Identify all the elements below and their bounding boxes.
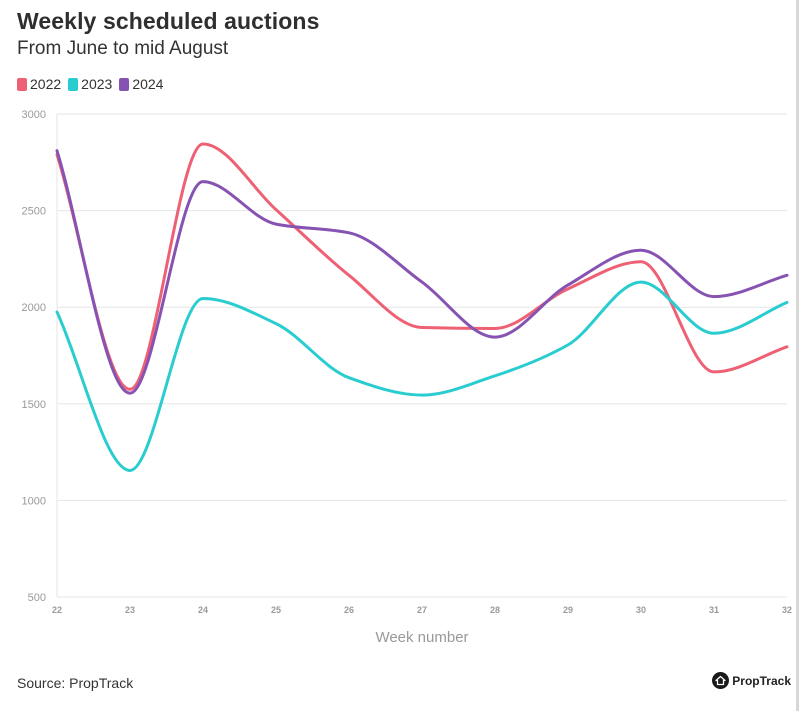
axis-ticks: 500 1000 1500 2000 2500 3000 22 23 24 25 26 27 28 29 3… xyxy=(22,109,792,615)
brand-logo: PropTrack xyxy=(712,672,791,689)
x-tick-label: 31 xyxy=(709,605,719,615)
y-tick-label: 3000 xyxy=(22,109,46,121)
y-tick-label: 2000 xyxy=(22,302,46,314)
x-tick-label: 26 xyxy=(344,605,354,615)
y-tick-label: 1000 xyxy=(22,495,46,507)
legend-item-2022[interactable]: 2022 xyxy=(17,76,61,92)
x-tick-label: 29 xyxy=(563,605,573,615)
x-tick-label: 23 xyxy=(125,605,135,615)
x-tick-label: 27 xyxy=(417,605,427,615)
legend: 2022 2023 2024 xyxy=(17,76,170,92)
series-lines xyxy=(55,142,789,472)
chart-subtitle: From June to mid August xyxy=(17,38,229,59)
x-tick-label: 24 xyxy=(198,605,208,615)
legend-label-2022: 2022 xyxy=(30,76,62,92)
legend-item-2024[interactable]: 2024 xyxy=(119,76,163,92)
series-line-2024[interactable] xyxy=(55,149,789,395)
house-icon xyxy=(712,672,730,689)
y-tick-label: 2500 xyxy=(22,206,46,218)
x-tick-label: 22 xyxy=(52,605,62,615)
x-axis-title: Week number xyxy=(375,629,468,646)
y-tick-label: 500 xyxy=(28,592,46,604)
y-tick-label: 1500 xyxy=(22,399,46,411)
series-line-2023[interactable] xyxy=(55,280,789,472)
window-edge xyxy=(796,0,799,711)
x-tick-label: 25 xyxy=(271,605,281,615)
legend-swatch-2023 xyxy=(68,77,79,91)
x-tick-label: 32 xyxy=(782,605,792,615)
series-line-2022[interactable] xyxy=(55,142,789,391)
x-tick-label: 30 xyxy=(636,605,646,615)
legend-label-2023: 2023 xyxy=(81,76,113,92)
legend-swatch-2024 xyxy=(119,77,130,91)
gridlines xyxy=(56,113,787,598)
source-note: Source: PropTrack xyxy=(17,675,134,691)
legend-label-2024: 2024 xyxy=(132,76,164,92)
x-tick-label: 28 xyxy=(490,605,500,615)
chart-title: Weekly scheduled auctions xyxy=(17,8,320,34)
legend-item-2023[interactable]: 2023 xyxy=(68,76,112,92)
legend-swatch-2022 xyxy=(17,77,27,91)
brand-name: PropTrack xyxy=(732,673,791,688)
